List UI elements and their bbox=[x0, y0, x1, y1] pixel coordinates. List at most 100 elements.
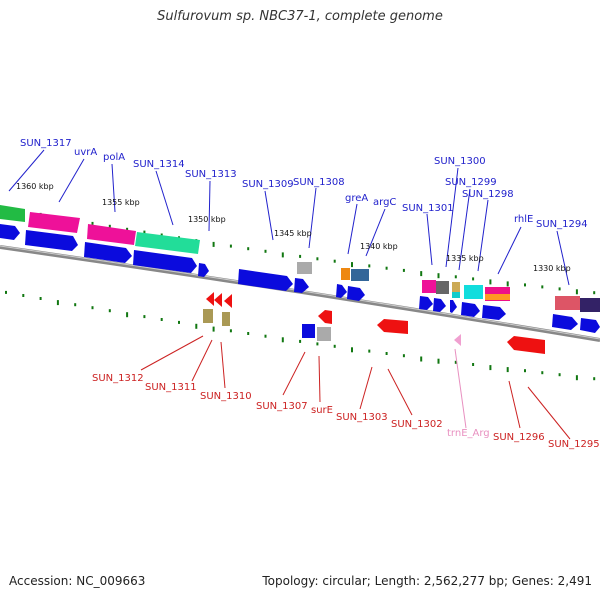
gene-block-pola[interactable] bbox=[87, 224, 136, 245]
forward-cds[interactable] bbox=[84, 242, 132, 263]
trne-arg-leader-line bbox=[454, 348, 467, 429]
gene-label[interactable]: SUN_1317 bbox=[20, 138, 72, 149]
inner-tick-dot bbox=[575, 375, 578, 381]
outer-tick-dot bbox=[316, 257, 319, 261]
outer-tick-dot bbox=[454, 275, 457, 279]
inner-tick-dot bbox=[454, 360, 457, 364]
reverse-cds[interactable] bbox=[224, 294, 232, 308]
gene-label[interactable]: SUN_1300 bbox=[434, 156, 486, 167]
gene-label[interactable]: SUN_1303 bbox=[336, 412, 388, 423]
forward-cds[interactable] bbox=[347, 286, 365, 301]
gene-label[interactable]: SUN_1309 bbox=[242, 179, 294, 190]
gene-block-sun1314[interactable] bbox=[135, 232, 200, 254]
gene-label[interactable]: SUN_1313 bbox=[185, 169, 237, 180]
outer-tick-dot bbox=[541, 285, 544, 289]
forward-cds[interactable] bbox=[238, 269, 293, 291]
gene-label[interactable]: polA bbox=[103, 152, 125, 163]
forward-cds[interactable] bbox=[419, 296, 433, 310]
outer-tick-dot bbox=[229, 244, 232, 248]
gene-block-uvra[interactable] bbox=[28, 212, 80, 233]
gene-block-sun1299b[interactable] bbox=[452, 292, 460, 298]
gene-block-sun1298[interactable] bbox=[464, 285, 483, 299]
gene-label[interactable]: SUN_1302 bbox=[391, 419, 443, 430]
inner-tick-dot bbox=[39, 297, 42, 300]
gene-block-sun1294[interactable] bbox=[555, 296, 580, 310]
accession-text: Accession: NC_009663 bbox=[9, 574, 146, 588]
forward-cds[interactable] bbox=[25, 230, 78, 251]
gene-block-sun1317[interactable] bbox=[0, 205, 25, 222]
forward-cds[interactable] bbox=[461, 302, 480, 317]
outer-tick-dot bbox=[281, 252, 284, 258]
outer-tick-dot bbox=[506, 281, 509, 287]
gene-label[interactable]: SUN_1314 bbox=[133, 159, 185, 170]
kbp-label: 1330 kbp bbox=[533, 264, 571, 273]
gene-block-sun1300[interactable] bbox=[436, 281, 449, 294]
outer-tick-dot bbox=[143, 230, 146, 234]
inner-tick-dot bbox=[212, 326, 215, 332]
reverse-gene-labels: SUN_1312 SUN_1311 SUN_1310 SUN_1307 surE… bbox=[92, 373, 600, 450]
gene-label[interactable]: uvrA bbox=[74, 147, 97, 158]
forward-leader-lines bbox=[8, 149, 570, 286]
gene-block-sun1308[interactable] bbox=[297, 262, 312, 274]
gene-block-argc[interactable] bbox=[351, 269, 369, 281]
forward-cds[interactable] bbox=[580, 318, 600, 333]
reverse-cds[interactable] bbox=[206, 292, 214, 306]
forward-cds[interactable] bbox=[0, 224, 20, 240]
gene-block-grea[interactable] bbox=[341, 268, 350, 280]
inner-tick-dot bbox=[437, 358, 440, 364]
outer-tick-dot bbox=[264, 249, 267, 253]
forward-cds[interactable] bbox=[552, 314, 578, 330]
gene-block-sun1310[interactable] bbox=[222, 312, 230, 326]
inner-tick-dot bbox=[178, 320, 180, 324]
inner-tick-dot bbox=[264, 334, 267, 338]
outer-tick-dot bbox=[558, 287, 561, 291]
forward-cds[interactable] bbox=[450, 300, 457, 313]
gene-block-rhle-b[interactable] bbox=[485, 294, 510, 300]
gene-label[interactable]: surE bbox=[311, 405, 333, 416]
gene-block-sun1294b[interactable] bbox=[580, 298, 600, 312]
gene-block-sun1299[interactable] bbox=[452, 282, 460, 292]
forward-cds[interactable] bbox=[198, 263, 209, 277]
gene-label[interactable]: argC bbox=[373, 197, 396, 208]
trne-arg-marker[interactable] bbox=[454, 334, 461, 346]
gene-label[interactable]: SUN_1308 bbox=[293, 177, 345, 188]
reverse-cds[interactable] bbox=[377, 319, 408, 334]
outer-tick-dot bbox=[385, 266, 388, 270]
gene-block-sure[interactable] bbox=[317, 327, 331, 341]
inner-tick-dot bbox=[143, 315, 146, 319]
forward-cds[interactable] bbox=[302, 324, 315, 338]
outer-tick-dot bbox=[333, 259, 336, 263]
inner-tick-dot bbox=[108, 309, 111, 313]
gene-label[interactable]: SUN_1298 bbox=[462, 189, 514, 200]
inner-tick-dot bbox=[402, 354, 405, 358]
map-title: Sulfurovum sp. NBC37-1, complete genome bbox=[157, 9, 443, 24]
function-blocks bbox=[0, 205, 600, 341]
gene-label[interactable]: SUN_1301 bbox=[402, 203, 454, 214]
forward-cds[interactable] bbox=[294, 278, 309, 293]
gene-block-sun1312[interactable] bbox=[203, 309, 213, 323]
reverse-cds[interactable] bbox=[318, 310, 332, 324]
reverse-cds[interactable] bbox=[214, 293, 222, 307]
outer-tick-dot bbox=[160, 233, 163, 237]
reverse-cds[interactable] bbox=[507, 336, 545, 354]
forward-cds[interactable] bbox=[482, 305, 506, 320]
gene-label[interactable]: SUN_1312 bbox=[92, 373, 144, 384]
outer-tick-dot bbox=[299, 254, 302, 258]
gene-label[interactable]: SUN_1307 bbox=[256, 401, 308, 412]
forward-cds[interactable] bbox=[133, 250, 197, 273]
gene-label[interactable]: SUN_1294 bbox=[536, 219, 588, 230]
gene-block-sun1301[interactable] bbox=[422, 280, 436, 293]
forward-cds[interactable] bbox=[433, 298, 446, 312]
gene-label[interactable]: SUN_1295 bbox=[548, 439, 600, 450]
inner-tick-dots bbox=[5, 290, 596, 381]
gene-label[interactable]: greA bbox=[345, 193, 368, 204]
gene-label[interactable]: SUN_1296 bbox=[493, 432, 545, 443]
gene-label[interactable]: SUN_1311 bbox=[145, 382, 197, 393]
gene-label[interactable]: SUN_1310 bbox=[200, 391, 252, 402]
gene-label[interactable]: SUN_1299 bbox=[445, 177, 497, 188]
forward-cds[interactable] bbox=[336, 284, 347, 298]
trne-arg-label[interactable]: trnE_Arg bbox=[447, 428, 490, 439]
gene-label[interactable]: rhlE bbox=[514, 214, 533, 225]
inner-tick-dot bbox=[351, 347, 353, 353]
inner-tick-dot bbox=[593, 377, 596, 381]
